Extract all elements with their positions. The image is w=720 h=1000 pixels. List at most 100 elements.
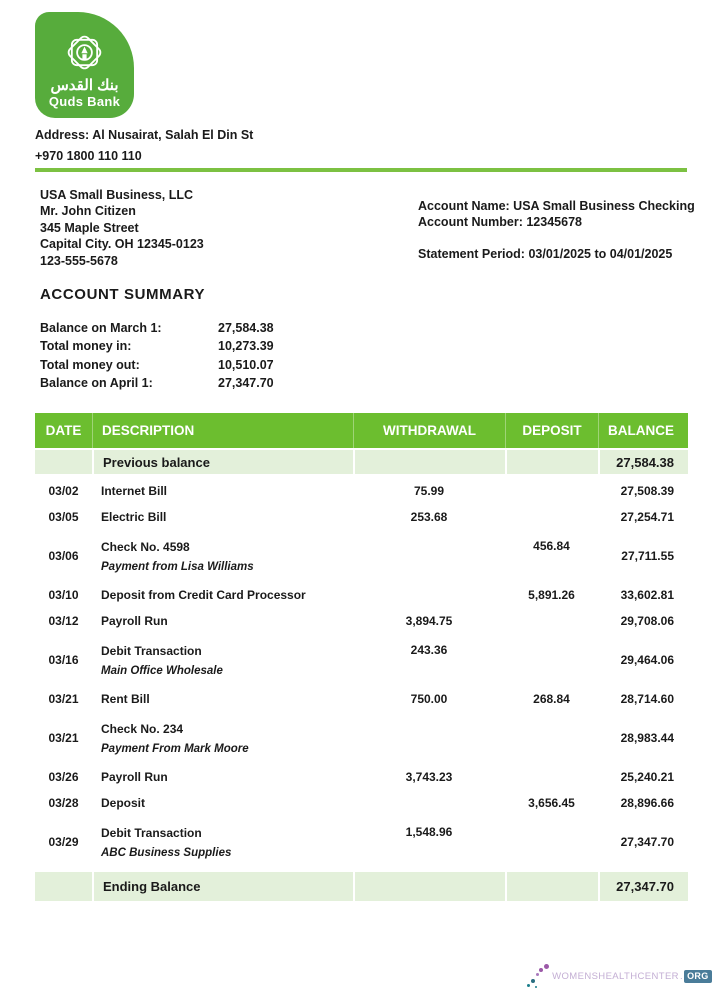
table-row: 03/28 Deposit 3,656.45 28,896.66 (35, 790, 688, 816)
transaction-balance: 28,983.44 (598, 712, 688, 764)
bank-name-arabic: بنك القدس (50, 77, 119, 94)
transaction-description: Debit Transaction ABC Business Supplies (92, 816, 353, 868)
withdrawal-text: 3,894.75 (405, 614, 453, 628)
account-number-line: Account Number: 12345678 (418, 214, 695, 230)
withdrawal-text: 750.00 (410, 692, 448, 706)
ending-balance-row: Ending Balance 27,347.70 (35, 872, 688, 901)
watermark-text: WOMENSHEALTHCENTER (552, 970, 679, 982)
transaction-deposit: 268.84 (505, 686, 598, 712)
deposit-text: 5,891.26 (528, 588, 575, 602)
account-name-value: USA Small Business Checking (513, 199, 695, 213)
header-date: DATE (45, 423, 82, 438)
deposit-text: 268.84 (533, 692, 570, 706)
balance-text: 33,602.81 (620, 588, 674, 602)
date-text: 03/02 (48, 484, 79, 498)
transaction-deposit (505, 608, 598, 634)
customer-phone: 123-555-5678 (40, 253, 118, 268)
withdrawal-text: 3,743.23 (405, 770, 453, 784)
summary-value: 10,510.07 (218, 357, 274, 372)
header-description: DESCRIPTION (92, 413, 353, 448)
summary-value: 27,584.38 (218, 321, 274, 335)
transaction-withdrawal: 750.00 (353, 686, 505, 712)
transaction-balance: 25,240.21 (598, 764, 688, 790)
description-text: Deposit from Credit Card Processor (101, 588, 306, 602)
transaction-balance: 33,602.81 (598, 582, 688, 608)
account-name-line: Account Name: USA Small Business Checkin… (418, 198, 695, 214)
date-text: 03/16 (48, 653, 79, 667)
description-text: Check No. 234 (101, 721, 184, 736)
watermark-separator: . (679, 970, 683, 982)
description-text: Payroll Run (101, 770, 168, 784)
transaction-description: Debit Transaction Main Office Wholesale (92, 634, 353, 686)
previous-balance-row: Previous balance 27,584.38 (35, 450, 688, 474)
balance-text: 27,254.71 (620, 510, 674, 524)
transaction-withdrawal (353, 582, 505, 608)
bank-emblem-icon (67, 35, 102, 70)
date-text: 03/06 (48, 549, 79, 563)
bank-address-line: Address: Al Nusairat, Salah El Din St (35, 128, 254, 142)
table-row: 03/29 Debit Transaction ABC Business Sup… (35, 816, 688, 868)
header-divider-line (35, 168, 687, 172)
date-text: 03/21 (48, 692, 79, 706)
ending-balance-withdrawal (353, 872, 505, 901)
previous-balance-date (35, 450, 92, 474)
table-row: 03/16 Debit Transaction Main Office Whol… (35, 634, 688, 686)
transaction-deposit: 5,891.26 (505, 582, 598, 608)
summary-label: Balance on March 1: (40, 321, 162, 335)
statement-period-line: Statement Period: 03/01/2025 to 04/01/20… (418, 246, 695, 262)
transaction-description: Deposit (92, 790, 353, 816)
customer-address-block: USA Small Business, LLC Mr. John Citizen… (40, 187, 204, 269)
date-text: 03/12 (48, 614, 79, 628)
transaction-balance: 27,711.55 (598, 530, 688, 582)
balance-text: 27,711.55 (621, 549, 674, 563)
account-summary-table: Balance on March 1: 27,584.38 Total mone… (40, 319, 274, 393)
table-row: 03/05 Electric Bill 253.68 27,254.71 (35, 504, 688, 530)
transactions-body: 03/02 Internet Bill 75.99 27,508.39 03/0… (35, 478, 688, 868)
withdrawal-text: 1,548.96 (405, 825, 453, 839)
previous-balance-label: Previous balance (92, 450, 353, 474)
transaction-withdrawal (353, 790, 505, 816)
summary-value: 10,273.39 (218, 339, 274, 354)
date-text: 03/21 (48, 731, 79, 745)
table-row: 03/12 Payroll Run 3,894.75 29,708.06 (35, 608, 688, 634)
table-header-row: DATE DESCRIPTION WITHDRAWAL DEPOSIT BALA… (35, 413, 688, 448)
transaction-deposit (505, 478, 598, 504)
transaction-date: 03/06 (35, 530, 92, 582)
transaction-description: Check No. 4598 Payment from Lisa William… (92, 530, 353, 582)
transaction-deposit (505, 764, 598, 790)
description-note-text: ABC Business Supplies (101, 846, 232, 859)
description-text: Check No. 4598 (101, 539, 190, 554)
summary-row: Total money out: 10,510.07 (40, 356, 274, 374)
description-text: Internet Bill (101, 484, 168, 498)
balance-text: 25,240.21 (620, 770, 674, 784)
transaction-date: 03/29 (35, 816, 92, 868)
transaction-date: 03/05 (35, 504, 92, 530)
description-note-text: Main Office Wholesale (101, 664, 223, 677)
watermark-badge: ORG (683, 969, 712, 983)
bank-address-block: Address: Al Nusairat, Salah El Din St +9… (35, 125, 253, 167)
date-text: 03/28 (48, 796, 79, 810)
customer-contact: Mr. John Citizen (40, 204, 136, 219)
description-text: Debit Transaction (101, 825, 202, 840)
balance-text: 29,708.06 (620, 614, 674, 628)
customer-name: USA Small Business, LLC (40, 188, 194, 202)
transaction-description: Payroll Run (92, 764, 353, 790)
transaction-deposit (505, 816, 598, 868)
bank-name-english: Quds Bank (48, 94, 121, 109)
summary-value: 27,347.70 (218, 376, 274, 391)
transaction-withdrawal: 243.36 (353, 634, 505, 686)
statement-period-value: 03/01/2025 to 04/01/2025 (528, 246, 673, 261)
date-text: 03/05 (48, 510, 79, 524)
account-name-label: Account Name: (418, 199, 510, 213)
bank-phone: +970 1800 110 110 (35, 149, 142, 163)
description-note-text: Payment from Lisa Williams (101, 560, 254, 573)
header-balance: BALANCE (598, 413, 688, 448)
transaction-description: Deposit from Credit Card Processor (92, 582, 353, 608)
transaction-description: Payroll Run (92, 608, 353, 634)
transaction-withdrawal (353, 530, 505, 582)
summary-label: Total money out: (40, 357, 140, 372)
transaction-balance: 28,714.60 (598, 686, 688, 712)
date-text: 03/10 (48, 588, 79, 602)
transaction-date: 03/02 (35, 478, 92, 504)
transaction-deposit: 3,656.45 (505, 790, 598, 816)
